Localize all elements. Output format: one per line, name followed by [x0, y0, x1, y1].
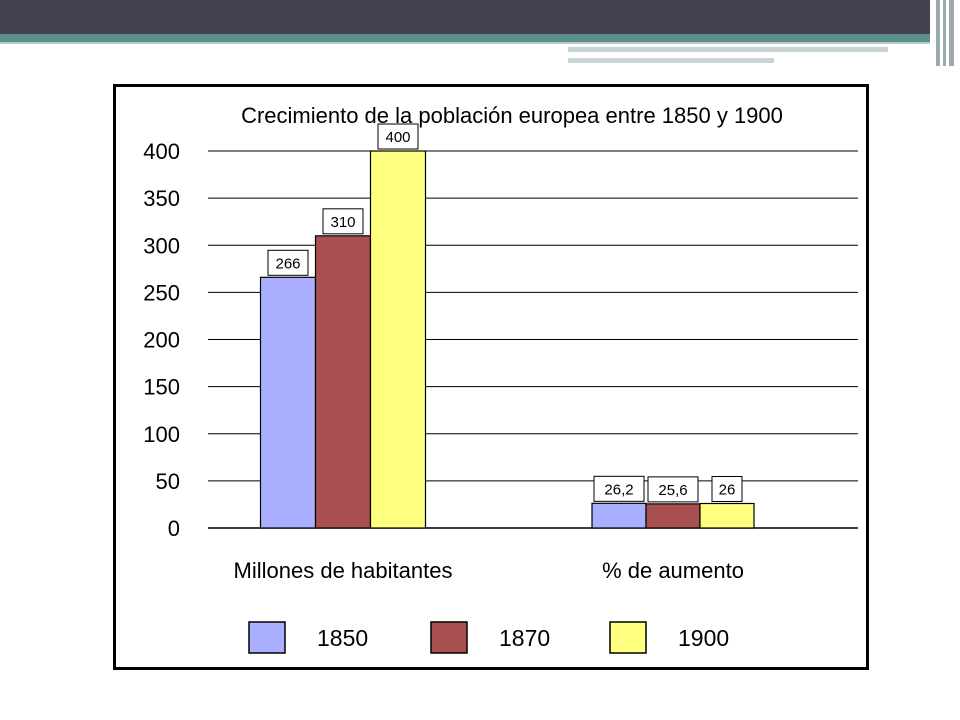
- y-tick-label: 250: [143, 280, 180, 305]
- slide-header-accent: [0, 34, 930, 42]
- population-bar-chart: Crecimiento de la población europea entr…: [143, 103, 858, 654]
- slide-header-bar: [0, 0, 930, 34]
- y-tick-label: 350: [143, 186, 180, 211]
- data-label-box: [377, 123, 419, 150]
- y-tick-label: 150: [143, 375, 180, 400]
- bar-1870-millones: [314, 235, 372, 529]
- data-labels: 266 310 400 26,2 25,6 26: [267, 123, 743, 503]
- y-axis: 0 50 100 150 200 250 300 350 400: [143, 139, 180, 541]
- data-label-box: [711, 475, 743, 502]
- data-label: 25,6: [658, 482, 687, 499]
- chart-frame: Crecimiento de la población europea entr…: [113, 84, 869, 670]
- y-tick-label: 300: [143, 233, 180, 258]
- legend-swatch-1900: [609, 621, 647, 654]
- slide-header-corner: [930, 0, 960, 66]
- bar-1850-aumento: [591, 502, 647, 529]
- legend-label-1850: 1850: [317, 625, 368, 651]
- bar-1900-millones: [369, 150, 427, 529]
- x-category-label: Millones de habitantes: [234, 558, 453, 583]
- x-axis: Millones de habitantes % de aumento: [234, 558, 744, 583]
- x-category-label: % de aumento: [602, 558, 744, 583]
- data-label: 26,2: [604, 481, 633, 498]
- slide-header-accent-shadow: [0, 42, 930, 44]
- legend-swatch-1850: [248, 621, 286, 654]
- data-label-box: [267, 249, 309, 276]
- data-label: 26: [719, 481, 736, 498]
- legend-label-1870: 1870: [499, 625, 550, 651]
- data-label-box: [593, 475, 645, 502]
- data-label: 400: [385, 129, 410, 146]
- y-tick-label: 100: [143, 422, 180, 447]
- chart-legend: 1850 1870 1900: [248, 621, 729, 654]
- bar-1850-millones: [259, 276, 317, 529]
- y-tick-label: 0: [168, 516, 180, 541]
- y-tick-label: 50: [156, 469, 180, 494]
- bar-1870-aumento: [645, 503, 701, 529]
- y-tick-label: 200: [143, 328, 180, 353]
- slide-header-line: [568, 47, 888, 52]
- data-label: 310: [330, 214, 355, 231]
- data-label-box: [647, 476, 699, 503]
- legend-swatch-1870: [430, 621, 468, 654]
- data-label: 266: [275, 255, 300, 272]
- y-tick-label: 400: [143, 139, 180, 164]
- data-label-box: [322, 208, 364, 235]
- legend-label-1900: 1900: [678, 625, 729, 651]
- slide-header-line-short: [568, 58, 774, 63]
- chart-title: Crecimiento de la población europea entr…: [241, 103, 783, 128]
- chart-bars: [259, 150, 755, 529]
- bar-1900-aumento: [699, 502, 755, 529]
